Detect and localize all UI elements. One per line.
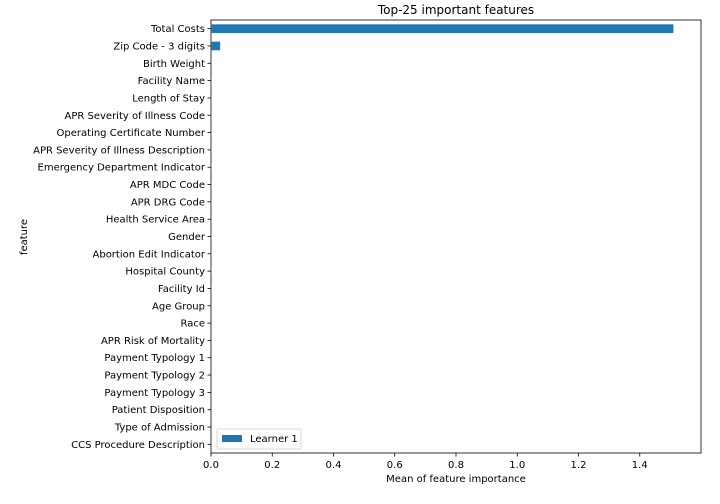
x-tick-label: 0.0 xyxy=(203,460,219,471)
x-tick-label: 0.2 xyxy=(264,460,280,471)
bars-group xyxy=(211,24,674,293)
x-tick-label: 0.8 xyxy=(448,460,464,471)
x-tick-label: 0.4 xyxy=(326,460,342,471)
x-axis-label: Mean of feature importance xyxy=(386,474,526,485)
plot-area: Total Costs Zip Code - 3 digits Birth Weig… xyxy=(33,19,702,471)
y-tick-label: Gender xyxy=(168,232,206,243)
y-tick-label: Age Group xyxy=(152,301,205,312)
bar-total-costs xyxy=(211,24,674,33)
chart-title: Top-25 important features xyxy=(377,3,534,17)
y-tick-label: APR Severity of Illness Description xyxy=(33,145,205,156)
y-tick-label: Emergency Department Indicator xyxy=(38,163,206,174)
y-tick-label: Operating Certificate Number xyxy=(57,128,206,139)
y-tick-label: APR MDC Code xyxy=(130,180,205,191)
y-tick-label: Race xyxy=(180,319,205,330)
y-tick-label: Payment Typology 1 xyxy=(104,353,205,364)
y-axis-label: feature xyxy=(19,219,30,255)
x-axis-ticks: 0.0 0.2 0.4 0.6 0.8 1.0 1.2 1.4 xyxy=(203,453,648,471)
legend-swatch xyxy=(222,435,242,442)
legend: Learner 1 xyxy=(216,428,302,450)
bar-birth-weight xyxy=(211,58,212,68)
y-tick-label: Payment Typology 2 xyxy=(104,371,205,382)
y-tick-label: APR DRG Code xyxy=(131,197,205,208)
y-tick-label: Length of Stay xyxy=(132,93,205,104)
y-tick-label: Birth Weight xyxy=(143,59,205,70)
y-tick-label: CCS Procedure Description xyxy=(71,440,205,451)
y-tick-label: Total Costs xyxy=(150,24,205,35)
y-tick-label: Facility Id xyxy=(158,284,205,295)
y-tick-label: Hospital County xyxy=(125,267,205,278)
y-tick-label: Health Service Area xyxy=(106,215,205,226)
x-tick-label: 0.6 xyxy=(387,460,403,471)
y-tick-label: Zip Code - 3 digits xyxy=(113,41,205,52)
y-tick-label: APR Risk of Mortality xyxy=(101,336,205,347)
bar-zip-code-3-digits xyxy=(211,41,221,51)
plot-frame xyxy=(210,19,702,454)
legend-label-learner-1: Learner 1 xyxy=(250,434,298,445)
y-tick-label: Type of Admission xyxy=(114,423,205,434)
y-axis-ticks: Total Costs Zip Code - 3 digits Birth Weig… xyxy=(33,24,211,451)
x-tick-label: 1.2 xyxy=(571,460,587,471)
x-tick-label: 1.0 xyxy=(509,460,525,471)
y-tick-label: Abortion Edit Indicator xyxy=(93,249,206,260)
x-tick-label: 1.4 xyxy=(632,460,648,471)
legend-box xyxy=(216,428,302,450)
y-tick-label: Facility Name xyxy=(138,76,205,87)
y-tick-label: Payment Typology 3 xyxy=(104,388,205,399)
y-tick-label: APR Severity of Illness Code xyxy=(65,111,206,122)
y-tick-label: Patient Disposition xyxy=(112,405,205,416)
